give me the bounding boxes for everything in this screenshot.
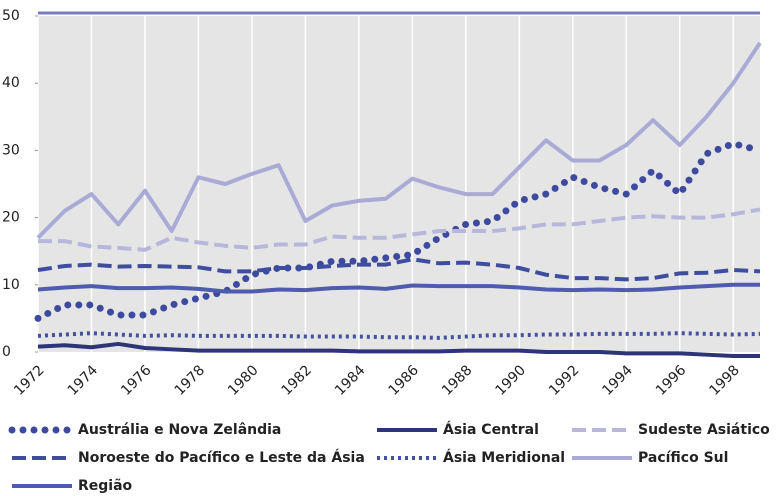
y-tick-label: 50 (2, 8, 20, 24)
series-line (38, 207, 761, 252)
legend-label: Ásia Central (443, 421, 539, 438)
x-tick-label: 1980 (225, 362, 262, 399)
legend-label: Sudeste Asiático (638, 422, 770, 438)
x-tick-label: 1984 (332, 362, 369, 399)
x-tick-label: 1998 (706, 362, 743, 399)
series-line (34, 140, 764, 322)
x-tick-label: 1988 (439, 362, 476, 399)
plot-background (38, 16, 760, 352)
x-tick-label: 1990 (492, 362, 529, 399)
legend-label: Região (78, 478, 133, 494)
series-line (37, 331, 761, 340)
series-line (37, 257, 761, 282)
x-tick-label: 1982 (279, 362, 316, 399)
series-line (37, 282, 760, 294)
x-tick-label: 1974 (65, 362, 102, 399)
x-tick-label: 1996 (653, 362, 690, 399)
x-tick-label: 1978 (172, 362, 209, 399)
series-line (37, 341, 760, 359)
series-line (36, 41, 762, 240)
legend-label: Pacífico Sul (638, 450, 728, 466)
legend-label: Austrália e Nova Zelândia (78, 422, 281, 438)
y-tick-label: 20 (2, 210, 20, 226)
legend-label: Noroeste do Pacífico e Leste da Ásia (78, 449, 365, 466)
x-tick-label: 1994 (599, 362, 636, 399)
x-tick-label: 1992 (546, 362, 583, 399)
x-tick-label: 1972 (11, 362, 48, 399)
y-tick-label: 0 (2, 344, 11, 360)
legend-label: Ásia Meridional (443, 449, 565, 466)
y-tick-label: 40 (2, 75, 20, 91)
x-tick-label: 1986 (386, 362, 423, 399)
y-tick-label: 10 (2, 277, 20, 293)
y-tick-label: 30 (2, 142, 20, 158)
x-tick-label: 1976 (118, 362, 155, 399)
